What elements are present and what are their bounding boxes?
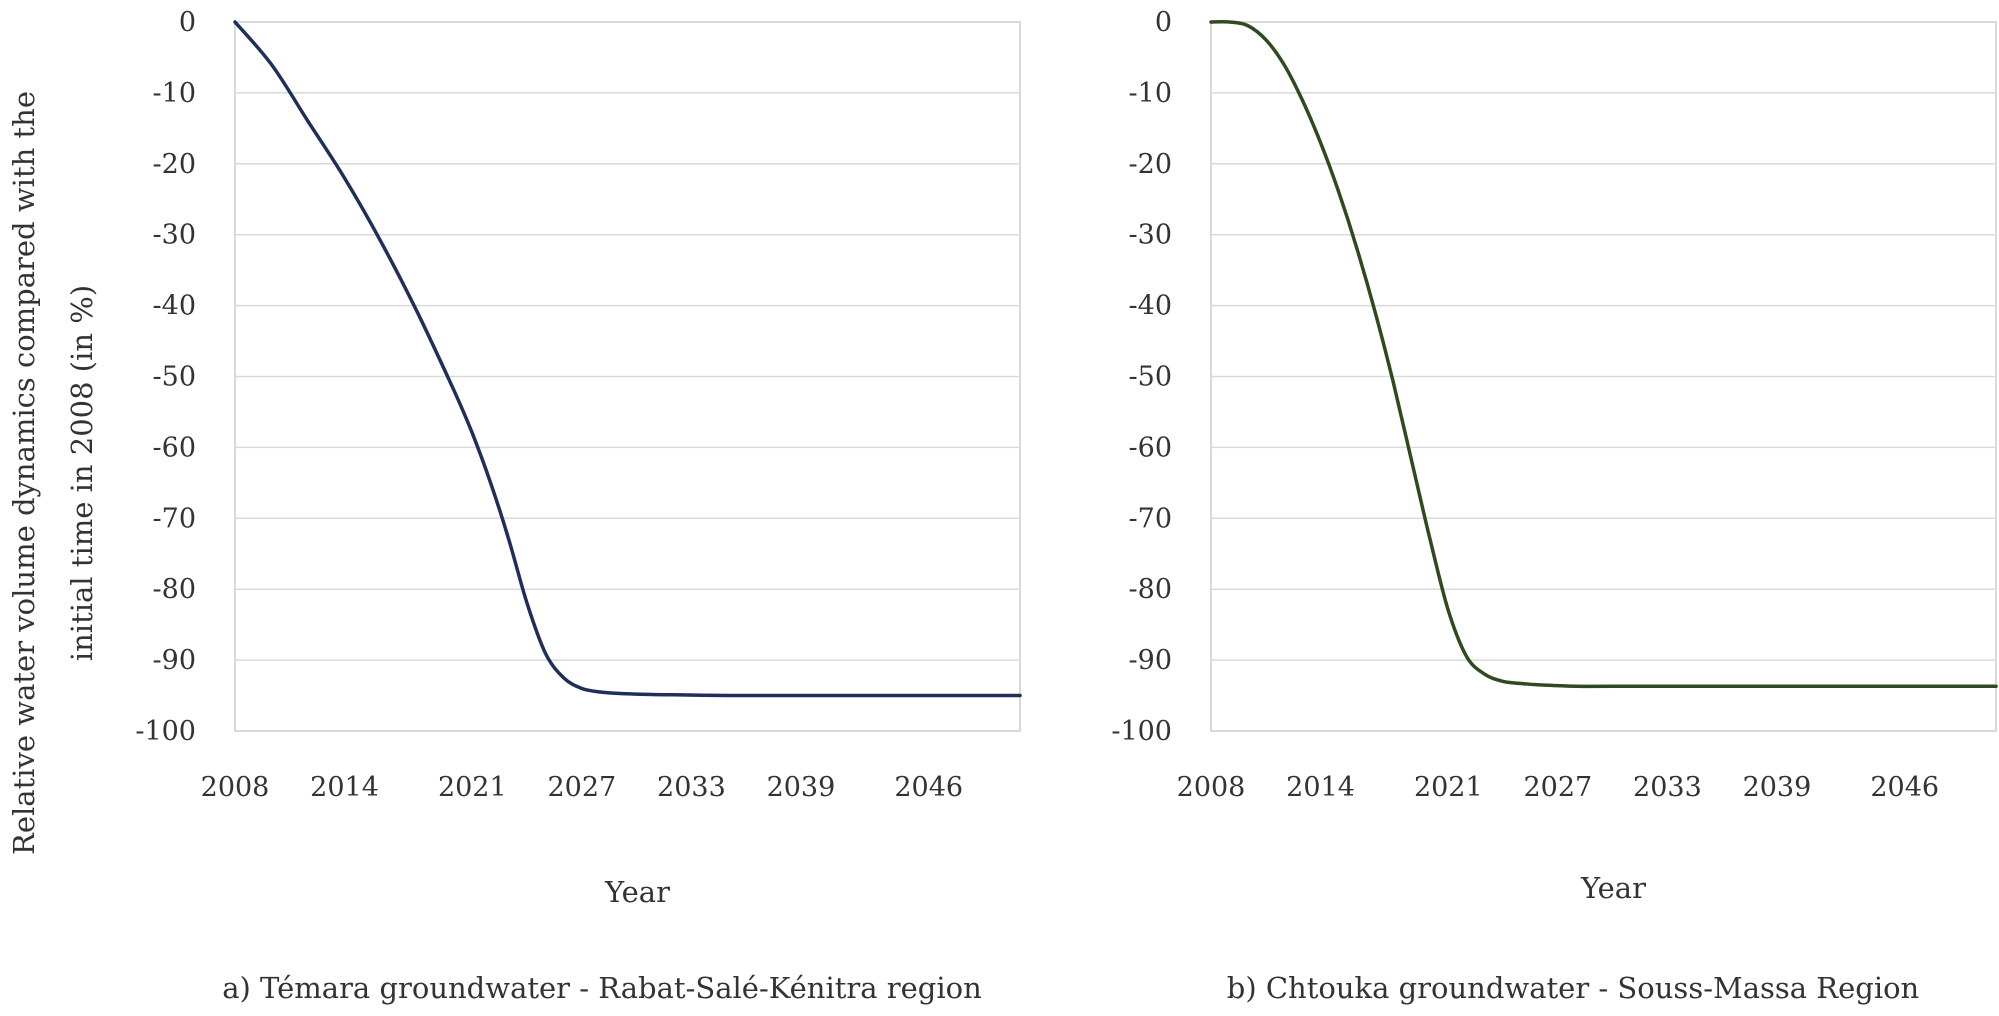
chart-caption: b) Chtouka groundwater - Souss-Massa Reg… — [1227, 971, 1919, 1005]
y-axis-title-line1: Relative water volume dynamics compared … — [7, 91, 41, 855]
series-line — [233, 20, 1022, 698]
series-line — [1209, 19, 1998, 689]
x-tick-label: 2014 — [310, 772, 379, 803]
y-tick-label: -50 — [153, 362, 196, 393]
y-tick-label: -90 — [153, 645, 196, 676]
plot-frame — [1210, 21, 1997, 732]
x-tick-label: 2046 — [894, 772, 963, 803]
y-tick-label: -20 — [153, 149, 196, 180]
y-tick-label: -60 — [1129, 432, 1172, 463]
x-tick-label: 2033 — [657, 772, 726, 803]
y-tick-label: -20 — [1129, 149, 1172, 180]
plot-frame — [234, 21, 1021, 732]
x-tick-label: 2027 — [548, 772, 617, 803]
x-axis-title: Year — [1580, 871, 1646, 905]
y-tick-label: -100 — [135, 716, 196, 747]
x-tick-label: 2039 — [767, 772, 836, 803]
x-tick-label: 2014 — [1286, 772, 1355, 803]
y-tick-label: -80 — [153, 574, 196, 605]
x-tick-label: 2021 — [438, 772, 507, 803]
x-tick-label: 2046 — [1870, 772, 1939, 803]
y-tick-label: -40 — [1129, 291, 1172, 322]
chart-caption: a) Témara groundwater - Rabat-Salé-Kénit… — [222, 971, 982, 1005]
y-tick-label: -80 — [1129, 574, 1172, 605]
y-tick-label: -50 — [1129, 362, 1172, 393]
y-tick-label: -40 — [153, 291, 196, 322]
y-tick-label: -70 — [1129, 503, 1172, 534]
x-tick-label: 2033 — [1633, 772, 1702, 803]
y-axis-title-line2: initial time in 2008 (in %) — [65, 285, 99, 661]
y-tick-label: -10 — [153, 78, 196, 109]
y-tick-label: -10 — [1129, 78, 1172, 109]
x-tick-label: 2039 — [1743, 772, 1812, 803]
x-tick-label: 2008 — [201, 772, 270, 803]
x-tick-label: 2027 — [1524, 772, 1593, 803]
x-tick-label: 2021 — [1414, 772, 1483, 803]
y-tick-label: -100 — [1111, 716, 1172, 747]
y-tick-label: -30 — [153, 220, 196, 251]
x-tick-label: 2008 — [1177, 772, 1246, 803]
y-tick-label: -70 — [153, 503, 196, 534]
y-tick-label: 0 — [179, 7, 196, 38]
y-tick-label: -30 — [1129, 220, 1172, 251]
x-axis-title: Year — [604, 875, 670, 909]
y-tick-label: -60 — [153, 432, 196, 463]
y-tick-label: -90 — [1129, 645, 1172, 676]
y-tick-label: 0 — [1155, 7, 1172, 38]
